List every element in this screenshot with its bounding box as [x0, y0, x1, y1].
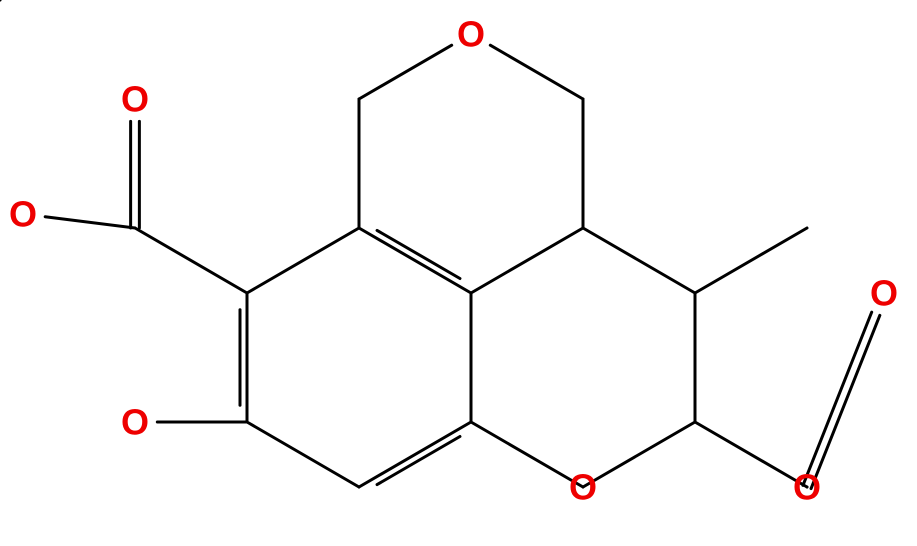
atom-label-o: O — [569, 467, 597, 508]
bond — [811, 315, 880, 488]
atom-label-o: O — [9, 194, 37, 235]
atom-label-o: O — [793, 467, 821, 508]
bond — [695, 422, 807, 487]
bond — [377, 437, 460, 485]
bond — [45, 217, 135, 228]
bond — [583, 422, 695, 487]
bond — [490, 45, 583, 99]
bond — [135, 228, 247, 293]
atom-label-o: O — [121, 402, 149, 443]
bond — [359, 228, 471, 293]
atom-label-o: O — [870, 273, 898, 314]
bond — [377, 230, 460, 278]
molecule-diagram: O O O O O O O — [0, 0, 917, 546]
bond — [695, 228, 807, 293]
bond — [247, 228, 359, 293]
atom-label-o: O — [457, 14, 485, 55]
bond — [359, 45, 452, 99]
bond — [247, 422, 359, 487]
atom-label-o: O — [121, 79, 149, 120]
bond — [803, 312, 872, 485]
bond — [471, 228, 583, 293]
bond — [583, 228, 695, 293]
bond — [471, 422, 583, 487]
bond — [359, 422, 471, 487]
